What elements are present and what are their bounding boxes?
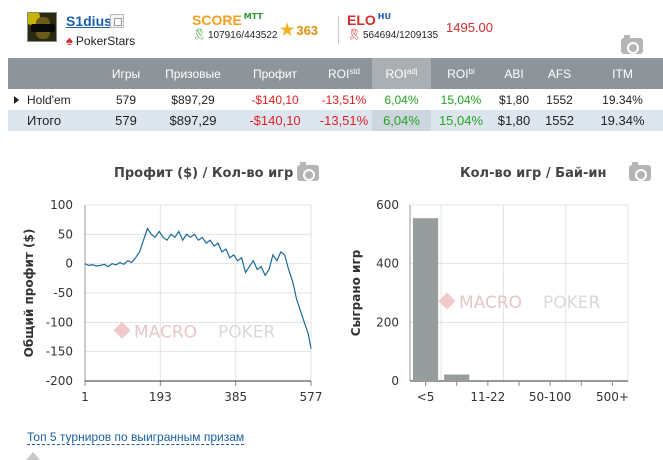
col-header-prizes[interactable]: Призовые: [152, 58, 234, 89]
cell-roi-std: -13,51%: [316, 110, 372, 131]
elo-label: ELO: [347, 12, 376, 28]
profit-chart: 100 50 0 -50 -100 -150 -200 1 193 385 577 MACRO POKE…: [22, 198, 323, 404]
y-tick-label: 100: [50, 198, 73, 212]
screenshot-camera-icon[interactable]: [621, 35, 643, 54]
score-label: SCORE: [192, 12, 242, 28]
y-axis-label: Сыграно игр: [349, 249, 363, 336]
y-tick-label: 600: [376, 198, 399, 212]
y-tick-label: -150: [46, 345, 73, 359]
player-header: S1dius ♠ PokerStars SCORE MTT 🎗 107916/4435…: [0, 0, 663, 58]
row-name-cell: Итого: [8, 110, 100, 131]
col-header-roi-adj[interactable]: ROIadj: [372, 58, 431, 89]
green-award-icon: 🎗: [192, 29, 206, 41]
room-name: PokerStars: [75, 34, 136, 48]
y-tick-label: 400: [376, 257, 399, 271]
macropoker-watermark: MACRO POKER: [113, 321, 276, 342]
cell-abi: $1,80: [491, 110, 537, 131]
table-header-row: Игры Призовые Профит ROIstd ROIadj ROIbi…: [8, 58, 663, 89]
expand-arrow-icon[interactable]: [14, 96, 19, 105]
score-rank: 107916/443522: [207, 30, 278, 41]
cell-prizes: $897,29: [152, 89, 234, 110]
watermark-logo-icon: [113, 321, 131, 339]
y-tick-label: -200: [46, 374, 73, 388]
col-header-games[interactable]: Игры: [100, 58, 152, 89]
cell-games: 579: [100, 110, 152, 131]
cell-roi-adj: 6,04%: [372, 89, 431, 110]
col-header-abi[interactable]: ABI: [491, 58, 537, 89]
cell-profit: -$140,10: [234, 89, 316, 110]
macropoker-watermark: MACRO POKER: [438, 292, 601, 313]
y-tick-label: 200: [376, 315, 399, 329]
score-block: SCORE MTT 🎗 107916/443522: [192, 12, 278, 41]
collapse-arrow-icon[interactable]: [26, 452, 40, 460]
cell-afs: 1552: [537, 110, 582, 131]
cell-afs: 1552: [537, 89, 582, 110]
x-tick-label: 500+: [596, 390, 629, 404]
y-tick-label: -50: [53, 286, 73, 300]
red-award-icon: 🎗: [347, 29, 361, 41]
cell-abi: $1,80: [491, 89, 537, 110]
elo-value: 1495.00: [446, 20, 493, 35]
x-tick-label: 577: [300, 390, 323, 404]
profit-chart-camera-icon[interactable]: [297, 162, 319, 181]
cell-itm: 19.34%: [582, 110, 663, 131]
x-tick-label: 11-22: [470, 390, 505, 404]
copy-icon[interactable]: [110, 14, 124, 28]
watermark-text: POKER: [218, 322, 276, 342]
score-value-block: ★ 363: [280, 20, 318, 40]
score-value: 363: [296, 23, 319, 38]
col-header: [8, 58, 100, 89]
elo-rank: 564694/1209135: [362, 30, 439, 41]
x-tick-label: 385: [224, 390, 247, 404]
star-icon: ★: [280, 22, 295, 39]
elo-block: ELO HU 🎗 564694/1209135: [347, 12, 438, 41]
row-name-cell[interactable]: Hold'em: [8, 89, 100, 110]
games-chart-camera-icon[interactable]: [629, 162, 651, 181]
profit-chart-title: Профит ($) / Кол-во игр: [114, 166, 294, 181]
y-axis-label: Общий профит ($): [22, 229, 36, 358]
top5-tournaments-link[interactable]: Топ 5 турниров по выигранным призам: [27, 430, 245, 445]
y-tick-label: -100: [46, 315, 73, 329]
watermark-text: POKER: [543, 293, 601, 313]
cell-profit: -$140,10: [234, 110, 316, 131]
y-tick-label: 50: [58, 227, 73, 241]
watermark-text: MACRO: [134, 322, 197, 342]
col-header-roi-std[interactable]: ROIstd: [316, 58, 372, 89]
bar-5-11: [444, 374, 470, 381]
score-sup: MTT: [243, 12, 263, 21]
games-buyin-chart-title: Кол-во игр / Бай-ин: [460, 166, 607, 181]
bar-<5: [413, 218, 439, 381]
x-tick-label: 193: [149, 390, 172, 404]
x-tick-label: 1: [81, 390, 89, 404]
cell-roi-adj: 6,04%: [372, 110, 431, 131]
x-tick-label: 50-100: [529, 390, 572, 404]
elo-sup: HU: [377, 12, 391, 21]
games-buyin-chart: 0 200 400 600 MACRO POKER <5 11-22 50-100 500+ Сыг…: [349, 198, 629, 404]
table-row[interactable]: Hold'em 579 $897,29 -$140,10 -13,51% 6,0…: [8, 89, 663, 110]
pokerstars-spade-icon: ♠: [66, 33, 73, 48]
y-tick-label: 0: [391, 374, 399, 388]
cell-roi-bi: 15,04%: [431, 89, 491, 110]
y-tick-label: 0: [65, 257, 73, 271]
cell-roi-bi: 15,04%: [431, 110, 491, 131]
table-row-total: Итого 579 $897,29 -$140,10 -13,51% 6,04%…: [8, 110, 663, 131]
watermark-text: MACRO: [459, 293, 522, 313]
x-tick-label: <5: [417, 390, 435, 404]
player-nickname-link[interactable]: S1dius: [66, 13, 112, 29]
cell-roi-std: -13,51%: [316, 89, 372, 110]
col-header-profit[interactable]: Профит: [234, 58, 316, 89]
poker-room: ♠ PokerStars: [66, 33, 135, 48]
cell-itm: 19.34%: [582, 89, 663, 110]
col-header-itm[interactable]: ITM: [582, 58, 663, 89]
col-header-afs[interactable]: AFS: [537, 58, 582, 89]
cell-prizes: $897,29: [152, 110, 234, 131]
stats-table: Игры Призовые Профит ROIstd ROIadj ROIbi…: [8, 58, 663, 131]
col-header-roi-bi[interactable]: ROIbi: [431, 58, 491, 89]
profit-series-line: [84, 227, 312, 349]
divider: [338, 16, 339, 44]
avatar[interactable]: [27, 12, 57, 42]
cell-games: 579: [100, 89, 152, 110]
